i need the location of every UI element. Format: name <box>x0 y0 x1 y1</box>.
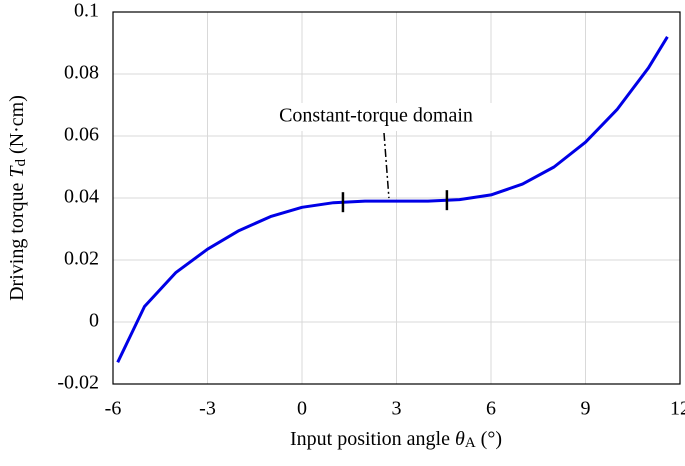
x-tick-label: -3 <box>199 398 216 420</box>
y-tick-label: 0 <box>89 310 99 332</box>
annotation-pointer <box>383 132 390 199</box>
y-tick-label: 0.08 <box>64 62 99 84</box>
y-tick-label: 0.1 <box>74 0 99 22</box>
x-tick-label: 12 <box>670 398 685 420</box>
line <box>116 36 669 363</box>
annotation-text: Constant-torque domain <box>279 105 473 127</box>
x-tick-label: 0 <box>297 398 307 420</box>
y-tick-label: 0.04 <box>64 186 99 208</box>
x-axis-label: Input position angle θA (°) <box>290 428 502 452</box>
y-axis-label: Driving torque Td (N·cm) <box>6 95 30 301</box>
y-tick-label: 0.02 <box>64 248 99 270</box>
y-tick-label: -0.02 <box>57 372 99 394</box>
y-tick-label: 0.06 <box>64 124 99 146</box>
plot-frame <box>112 11 681 385</box>
x-tick-label: 6 <box>486 398 496 420</box>
x-tick-label: 9 <box>581 398 591 420</box>
x-tick-label: 3 <box>392 398 402 420</box>
x-tick-label: -6 <box>105 398 122 420</box>
annotation-background <box>250 103 502 131</box>
